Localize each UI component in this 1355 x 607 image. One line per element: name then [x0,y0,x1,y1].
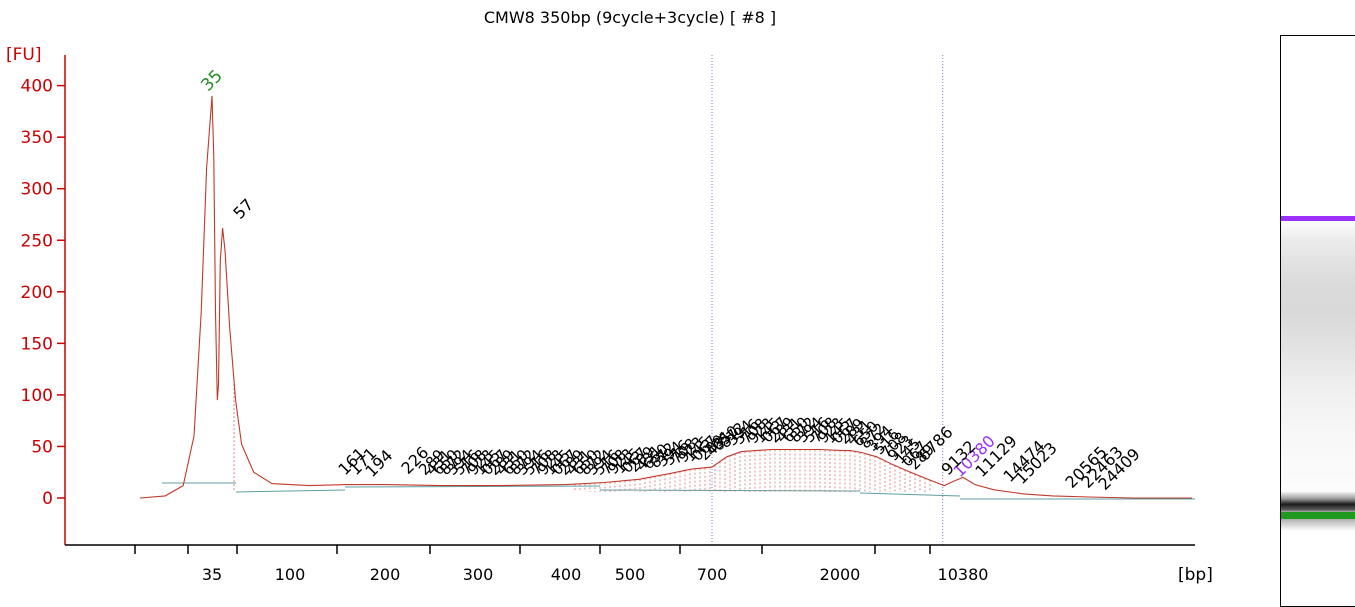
y-tick-label-250: 250 [21,231,53,251]
x-tick-label-35: 35 [202,565,222,584]
x-tick-label-100: 100 [275,565,306,584]
x-axis-title: [bp] [1178,565,1213,585]
y-tick-label-350: 350 [21,128,53,148]
y-tick-label-50: 50 [31,437,53,457]
y-tick-label-400: 400 [21,77,53,97]
y-tick-label-300: 300 [21,180,53,200]
baseline-segments [162,482,1195,500]
gel-lane-image [1280,35,1355,607]
plot-axes: 0 50 100 150 200 250 300 350 400 [FU] [bp] 35 100 200… [6,45,1213,585]
trace-line [139,95,1192,499]
gel-lower-shadow [1281,519,1355,531]
y-axis-title: [FU] [6,45,42,65]
x-tick-label-2000: 2000 [820,565,861,584]
gel-primer-band [1281,491,1355,513]
baseline-segment-2 [235,489,346,493]
marker-label-35: 35 [197,66,226,95]
baseline-segment-4 [599,489,861,492]
y-tick-label-150: 150 [21,334,53,354]
y-tick-label-0: 0 [42,489,53,509]
chart-title: CMW8 350bp (9cycle+3cycle) [ #8 ] [483,8,777,27]
plot-grid [711,55,944,545]
x-tick-label-300: 300 [463,565,494,584]
x-tick-label-700: 700 [697,565,728,584]
gel-smear [1281,221,1355,511]
peak-droplines [233,380,931,492]
gel-lower-marker-band [1281,512,1355,519]
x-tick-label-200: 200 [370,565,401,584]
y-tick-label-200: 200 [21,283,53,303]
gel-upper-marker-band [1281,216,1355,221]
baseline-segment-5 [859,492,961,497]
x-tick-label-500: 500 [615,565,646,584]
x-tick-label-400: 400 [551,565,582,584]
peak-label-57: 57 [229,195,257,223]
fluorescence-trace [139,95,1192,499]
baseline-segment-3 [344,485,601,488]
y-tick-label-100: 100 [21,386,53,406]
electropherogram-plot: 0 50 100 150 200 250 300 350 400 [FU] [bp] 35 100 200… [6,45,1213,585]
x-tick-label-10380: 10380 [938,565,989,584]
